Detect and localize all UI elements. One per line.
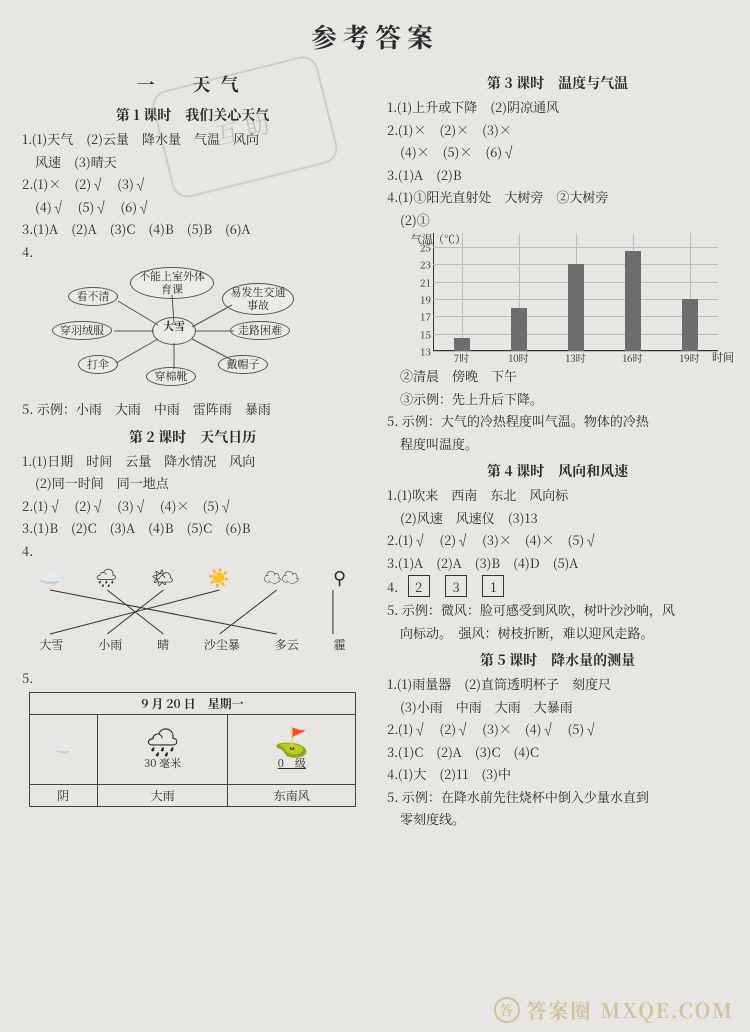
l1-q5: 5. 示例：小雨 大雨 中雨 雷阵雨 暴雨 (22, 399, 363, 419)
l2-q4-label: 4. (22, 541, 363, 561)
table-cell: 东南风 (228, 784, 356, 806)
watermark: 答 答案圈 MXQE.COM (494, 995, 734, 1024)
l3-q1: 1.(1)上升或下降 (2)阴凉通风 (387, 97, 728, 117)
box-number: 3 (445, 575, 467, 597)
watermark-brand: 答案圈 (526, 995, 592, 1024)
table-cell: 大雨 (97, 784, 228, 806)
y-tick: 21 (411, 274, 431, 289)
rain-amount: 30 毫米 (102, 755, 224, 771)
l2-q3: 3.(1)B (2)C (3)A (4)B (5)C (6)B (22, 518, 363, 538)
page-title: 参考答案 (22, 18, 728, 55)
l5-q3: 3.(1)C (2)A (3)C (4)C (387, 742, 728, 762)
match-lines (22, 564, 363, 664)
table-cell: 阴 (29, 784, 97, 806)
l3-q2a: 2.(1)× (2)× (3)× (387, 120, 728, 140)
wind-level: 0 级 (232, 755, 351, 771)
watermark-logo-icon: 答 (494, 997, 520, 1023)
l2-q2: 2.(1)√ (2)√ (3)√ (4)× (5)√ (22, 496, 363, 516)
l5-q4: 4.(1)大 (2)11 (3)中 (387, 764, 728, 784)
l3-q5a: 5. 示例：大气的冷热程度叫气温。物体的冷热 (387, 411, 728, 431)
y-tick: 19 (411, 292, 431, 307)
l5-q5b: 零刻度线。 (387, 809, 728, 829)
table-header: 9 月 20 日 星期一 (29, 692, 355, 714)
y-tick: 13 (411, 344, 431, 359)
l3-q4b-label: (2)① (387, 210, 728, 230)
lesson-2-title: 第 2 课时 天气日历 (22, 427, 363, 447)
lesson-3-title: 第 3 课时 温度与气温 (387, 73, 728, 93)
y-tick: 23 (411, 257, 431, 272)
lesson-5-title: 第 5 课时 降水量的测量 (387, 650, 728, 670)
rain-icon: 🌧 (102, 727, 224, 755)
box-number: 2 (408, 575, 430, 597)
l1-q3: 3.(1)A (2)A (3)C (4)B (5)B (6)A (22, 219, 363, 239)
box-number: 1 (482, 575, 504, 597)
l4-q5a: 5. 示例：微风：脸可感受到风吹，树叶沙沙响，风 (387, 600, 728, 620)
l1-q2b: (4)√ (5)√ (6)√ (22, 197, 363, 217)
l4-q1b: (2)风速 风速仪 (3)13 (387, 508, 728, 528)
l5-q1b: (3)小雨 中雨 大雨 大暴雨 (387, 697, 728, 717)
mind-map: 大雪 不能上室外体育课 易发生交通事故 走路困难 戴帽子 穿棉靴 打伞 穿羽绒服… (22, 265, 363, 395)
l3-q4d: ③示例：先上升后下降。 (387, 389, 728, 409)
l3-q5b: 程度叫温度。 (387, 434, 728, 454)
grid-col (462, 233, 463, 351)
chart-bar (682, 299, 698, 351)
l2-q1a: 1.(1)日期 时间 云量 降水情况 风向 (22, 451, 363, 471)
table-cell-icon: ⛳ 0 级 (228, 714, 356, 784)
table-cell-icon: ☁️ (29, 714, 97, 784)
x-tick: 7时 (454, 350, 470, 365)
lesson-4-title: 第 4 课时 风向和风速 (387, 461, 728, 481)
l4-q4: 4. 2 3 1 (387, 575, 728, 597)
l3-q4a: 4.(1)①阳光直射处 大树旁 ②大树旁 (387, 187, 728, 207)
l4-q1a: 1.(1)吹来 西南 东北 风向标 (387, 485, 728, 505)
match-diagram: ☁️ 🌧 🌤 ☀️ ☁︎☁︎ ⚲ 大雪 小雨 晴 沙尘暴 多云 (22, 564, 363, 664)
l3-q3: 3.(1)A (2)B (387, 165, 728, 185)
l4-q2: 2.(1)√ (2)√ (3)× (4)× (5)√ (387, 530, 728, 550)
l4-q3: 3.(1)A (2)A (3)B (4)D (5)A (387, 553, 728, 573)
watermark-site: MXQE.COM (600, 995, 734, 1024)
l2-q5-label: 5. (22, 668, 363, 688)
l3-q2b: (4)× (5)× (6)√ (387, 142, 728, 162)
temperature-chart: 气温（℃） 时间 131517192123257时10时13时16时19时 (405, 233, 728, 363)
l1-q4-label: 4. (22, 242, 363, 262)
l4-q4-label: 4. (387, 577, 398, 596)
l5-q2: 2.(1)√ (2)√ (3)× (4)√ (5)√ (387, 719, 728, 739)
table-cell-icon: 🌧 30 毫米 (97, 714, 228, 784)
l4-q5b: 向标动。 强风：树枝折断，难以迎风走路。 (387, 623, 728, 643)
flag-icon: ⛳ (232, 727, 351, 755)
y-tick: 15 (411, 326, 431, 341)
mind-lines (22, 265, 363, 395)
chart-bar (625, 251, 641, 351)
content-columns: 一 天气 第 1 课时 我们关心天气 1.(1)天气 (2)云量 降水量 气温 … (22, 65, 728, 832)
x-tick: 16时 (622, 350, 642, 365)
weather-table: 9 月 20 日 星期一 ☁️ 🌧 30 毫米 ⛳ 0 级 阴 大雨 东南风 (29, 692, 356, 807)
l2-q1b: (2)同一时间 同一地点 (22, 473, 363, 493)
l3-q4c: ②清晨 傍晚 下午 (387, 366, 728, 386)
chart-bar (568, 264, 584, 351)
chart-bar (511, 308, 527, 351)
chart-bar (454, 338, 470, 351)
y-tick: 17 (411, 309, 431, 324)
x-tick: 13时 (565, 350, 585, 365)
x-tick: 19时 (679, 350, 699, 365)
y-tick: 25 (411, 240, 431, 255)
l5-q1a: 1.(1)雨量器 (2)直筒透明杯子 刻度尺 (387, 674, 728, 694)
l5-q5a: 5. 示例：在降水前先往烧杯中倒入少量水直到 (387, 787, 728, 807)
right-column: 第 3 课时 温度与气温 1.(1)上升或下降 (2)阴凉通风 2.(1)× (… (387, 65, 728, 832)
x-tick: 10时 (508, 350, 528, 365)
